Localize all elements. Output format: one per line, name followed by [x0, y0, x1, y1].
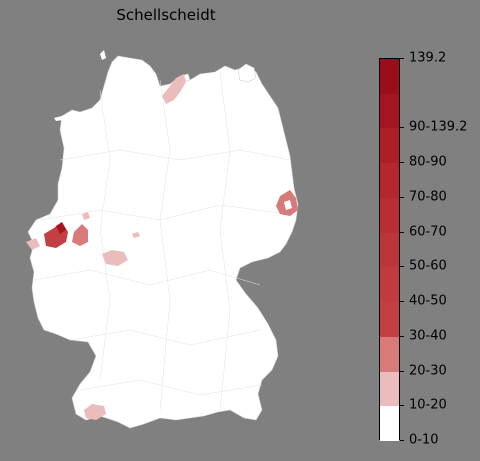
legend-tick [400, 58, 404, 59]
legend-label: 80-90 [409, 154, 447, 170]
legend-segment [380, 267, 399, 303]
legend-label: 60-70 [409, 224, 447, 240]
legend-colorbar [379, 58, 400, 441]
north-frisian-island [100, 50, 106, 60]
legend-tick [400, 405, 404, 407]
legend-segment [380, 93, 399, 129]
district-bavaria-south [84, 404, 106, 420]
legend-segment [380, 406, 399, 441]
district-westphalia [72, 224, 88, 246]
legend-segment [380, 371, 399, 407]
legend-segment [380, 232, 399, 268]
legend-segment [380, 163, 399, 198]
legend-label: 0-10 [409, 432, 439, 448]
legend-tick [400, 335, 404, 337]
east-frisian-islands [54, 114, 84, 121]
legend-label: 139.2 [409, 50, 447, 66]
district-berlin-core [284, 200, 292, 210]
legend-segment [380, 128, 399, 164]
legend-tick [400, 370, 404, 372]
legend-label: 90-139.2 [409, 119, 468, 135]
map-title: Schellscheidt [116, 6, 216, 24]
district-rhine-border [26, 238, 40, 250]
legend-label: 30-40 [409, 328, 447, 344]
legend-tick [400, 196, 404, 198]
legend-tick [400, 127, 404, 129]
district-westphalia-small [82, 212, 90, 220]
legend-label: 70-80 [409, 189, 447, 205]
legend-label: 10-20 [409, 397, 447, 413]
legend-tick [400, 301, 404, 303]
district-hesse-small [132, 232, 140, 238]
district-rhine-west-core [56, 222, 66, 234]
legend-segment [380, 59, 399, 94]
district-hesse [102, 250, 128, 266]
district-boundaries [33, 71, 296, 411]
legend-tick [400, 231, 404, 233]
legend-tick [400, 266, 404, 268]
legend-segment [380, 336, 399, 372]
legend-tick [400, 162, 404, 164]
legend-tick [400, 440, 404, 441]
legend-label: 20-30 [409, 363, 447, 379]
legend-segment [380, 197, 399, 233]
district-north-coast [162, 74, 186, 104]
legend-segment [380, 302, 399, 337]
legend-label: 40-50 [409, 293, 447, 309]
rugen-island [237, 63, 257, 83]
legend-label: 50-60 [409, 258, 447, 274]
